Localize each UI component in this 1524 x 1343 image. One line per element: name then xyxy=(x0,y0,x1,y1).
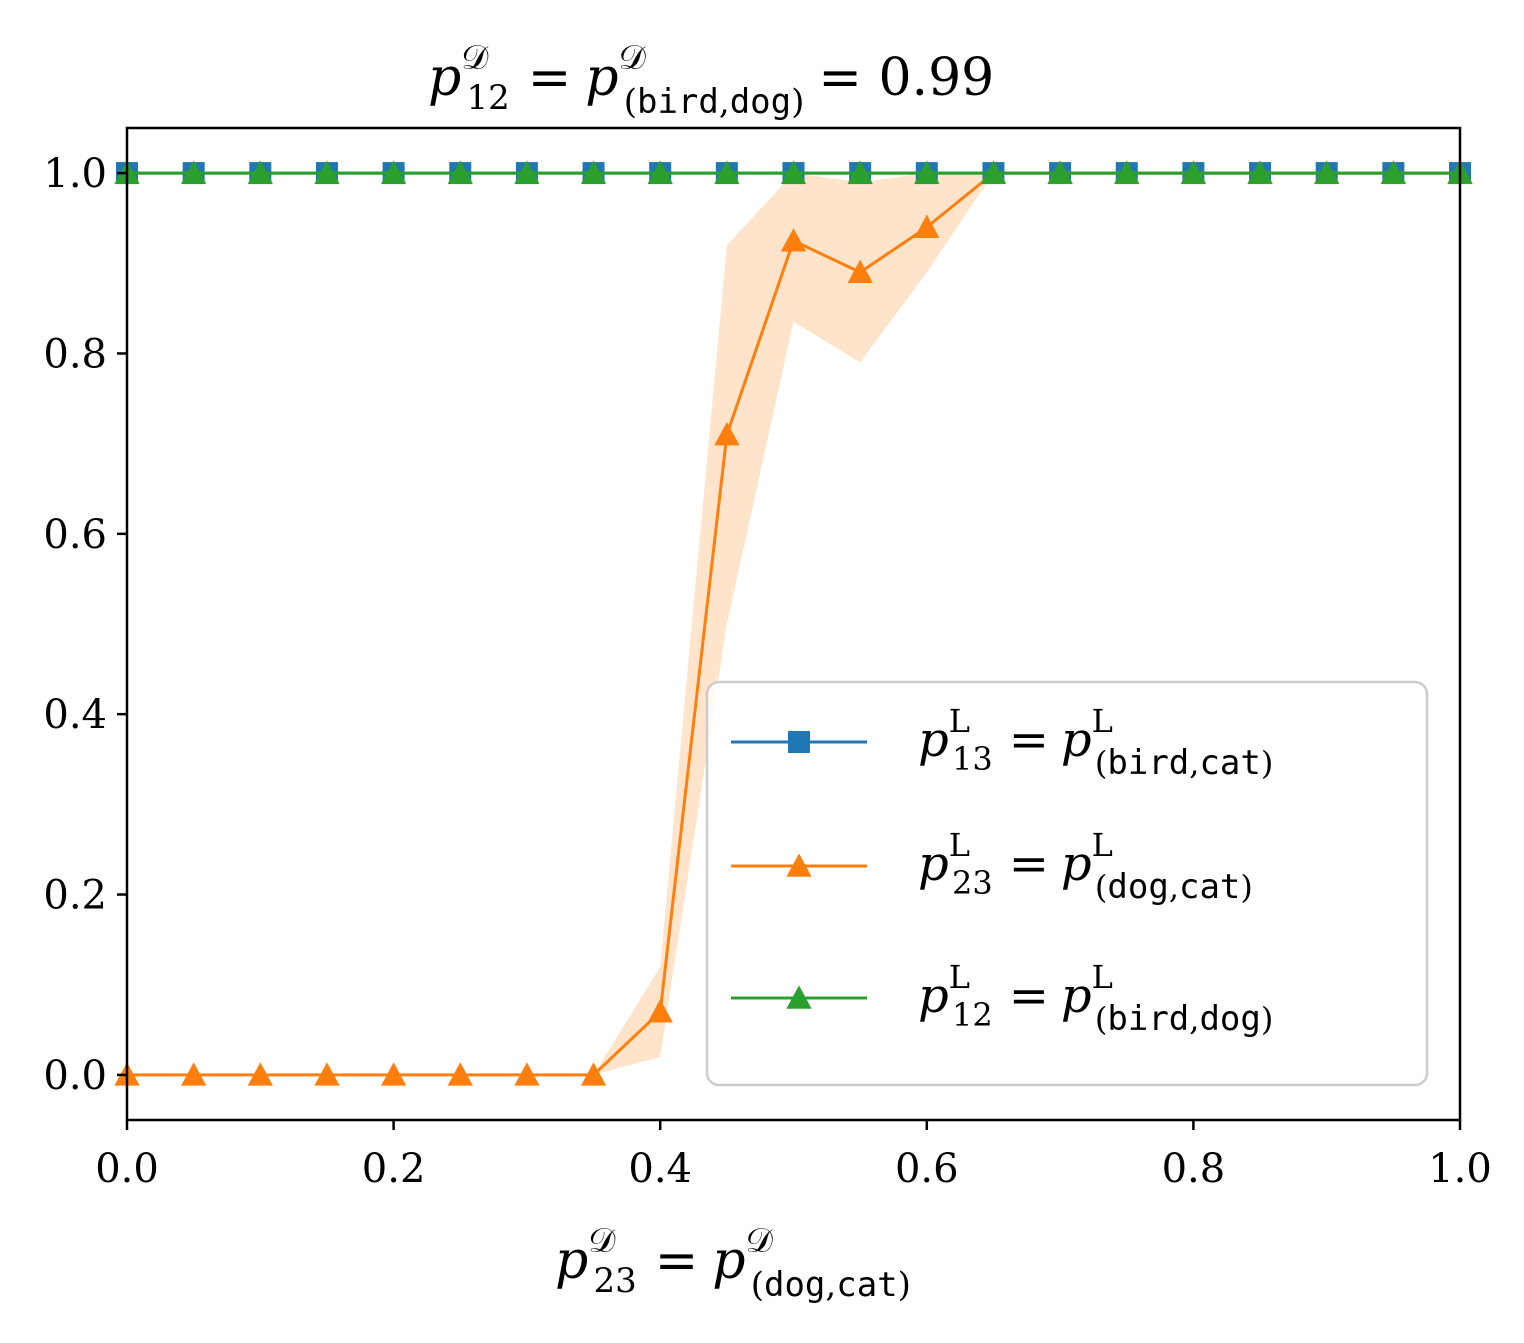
legend-marker xyxy=(786,853,812,877)
data-point-p23 xyxy=(847,259,873,284)
data-point-p12 xyxy=(980,160,1007,184)
legend-box xyxy=(705,680,1429,1087)
data-point-p23 xyxy=(647,999,673,1023)
data-point-p23 xyxy=(314,1062,340,1086)
y-tick-label: 0.0 xyxy=(43,1053,107,1099)
legend-label: pL 23 = pL (dog,cat) xyxy=(918,826,1253,907)
data-point-p12 xyxy=(1114,160,1140,184)
data-point-p12 xyxy=(514,160,540,184)
data-point-p23 xyxy=(714,421,740,446)
legend-label: pL 13 = pL (bird,cat) xyxy=(918,702,1273,783)
legend-entry-p23: pL 23 = pL (dog,cat) xyxy=(731,826,1253,907)
data-point-p23 xyxy=(514,1062,540,1086)
x-tick-label: 0.4 xyxy=(628,1146,692,1192)
x-tick-label: 0.8 xyxy=(1162,1146,1226,1192)
data-point-p12 xyxy=(847,160,873,184)
data-point-p12 xyxy=(380,160,407,184)
data-point-p23 xyxy=(580,1062,607,1086)
legend-entry-p12: pL 12 = pL (bird,dog) xyxy=(731,958,1273,1039)
series-layer xyxy=(114,160,1473,1086)
data-point-p23 xyxy=(914,214,940,238)
series-p12 xyxy=(114,160,1473,184)
legend-label: pL 12 = pL (bird,dog) xyxy=(918,958,1273,1039)
data-point-p12 xyxy=(447,160,473,184)
y-tick-label: 0.8 xyxy=(43,331,107,377)
data-point-p23 xyxy=(780,228,807,252)
data-point-p12 xyxy=(914,160,940,184)
y-tick-label: 0.6 xyxy=(43,512,107,558)
legend: pL 13 = pL (bird,cat) pL 23 = pL (dog,cat) pL 12 = pL… xyxy=(705,680,1429,1087)
data-point-p12 xyxy=(1380,160,1406,184)
legend-marker xyxy=(788,731,810,753)
chart-title: p𝒟 12 = p𝒟 (bird,dog) = 0.99 xyxy=(428,38,994,122)
data-point-p12 xyxy=(1180,160,1207,184)
legend-entry-p13: pL 13 = pL (bird,cat) xyxy=(731,702,1273,783)
plot-frame xyxy=(125,126,1462,1122)
data-point-p12 xyxy=(647,160,673,184)
data-point-p12 xyxy=(1314,160,1340,184)
data-point-p23 xyxy=(447,1062,473,1086)
y-tick-label: 0.2 xyxy=(43,873,107,919)
data-point-p12 xyxy=(1047,160,1073,184)
data-point-p12 xyxy=(714,160,740,184)
x-axis-label: p𝒟 23 = p𝒟 (dog,cat) xyxy=(555,1221,911,1305)
data-point-p23 xyxy=(181,1062,207,1086)
x-tick-label: 0.2 xyxy=(362,1146,426,1192)
x-tick-label: 1.0 xyxy=(1428,1146,1492,1192)
data-point-p12 xyxy=(580,160,607,184)
data-point-p23 xyxy=(247,1062,273,1086)
y-axis-ticks: 0.0 0.2 0.4 0.6 0.8 1.0 xyxy=(43,151,127,1099)
data-point-p12 xyxy=(181,160,207,184)
x-axis-ticks: 0.0 0.2 0.4 0.6 0.8 1.0 xyxy=(95,1120,1492,1192)
x-tick-label: 0.0 xyxy=(95,1146,159,1192)
legend-marker xyxy=(786,985,812,1009)
x-tick-label: 0.6 xyxy=(895,1146,959,1192)
data-point-p12 xyxy=(780,160,807,184)
data-point-p12 xyxy=(314,160,340,184)
data-point-p12 xyxy=(1247,160,1273,184)
y-tick-label: 1.0 xyxy=(43,151,107,197)
data-point-p12 xyxy=(247,160,273,184)
data-point-p23 xyxy=(380,1062,407,1086)
y-tick-label: 0.4 xyxy=(43,692,107,738)
